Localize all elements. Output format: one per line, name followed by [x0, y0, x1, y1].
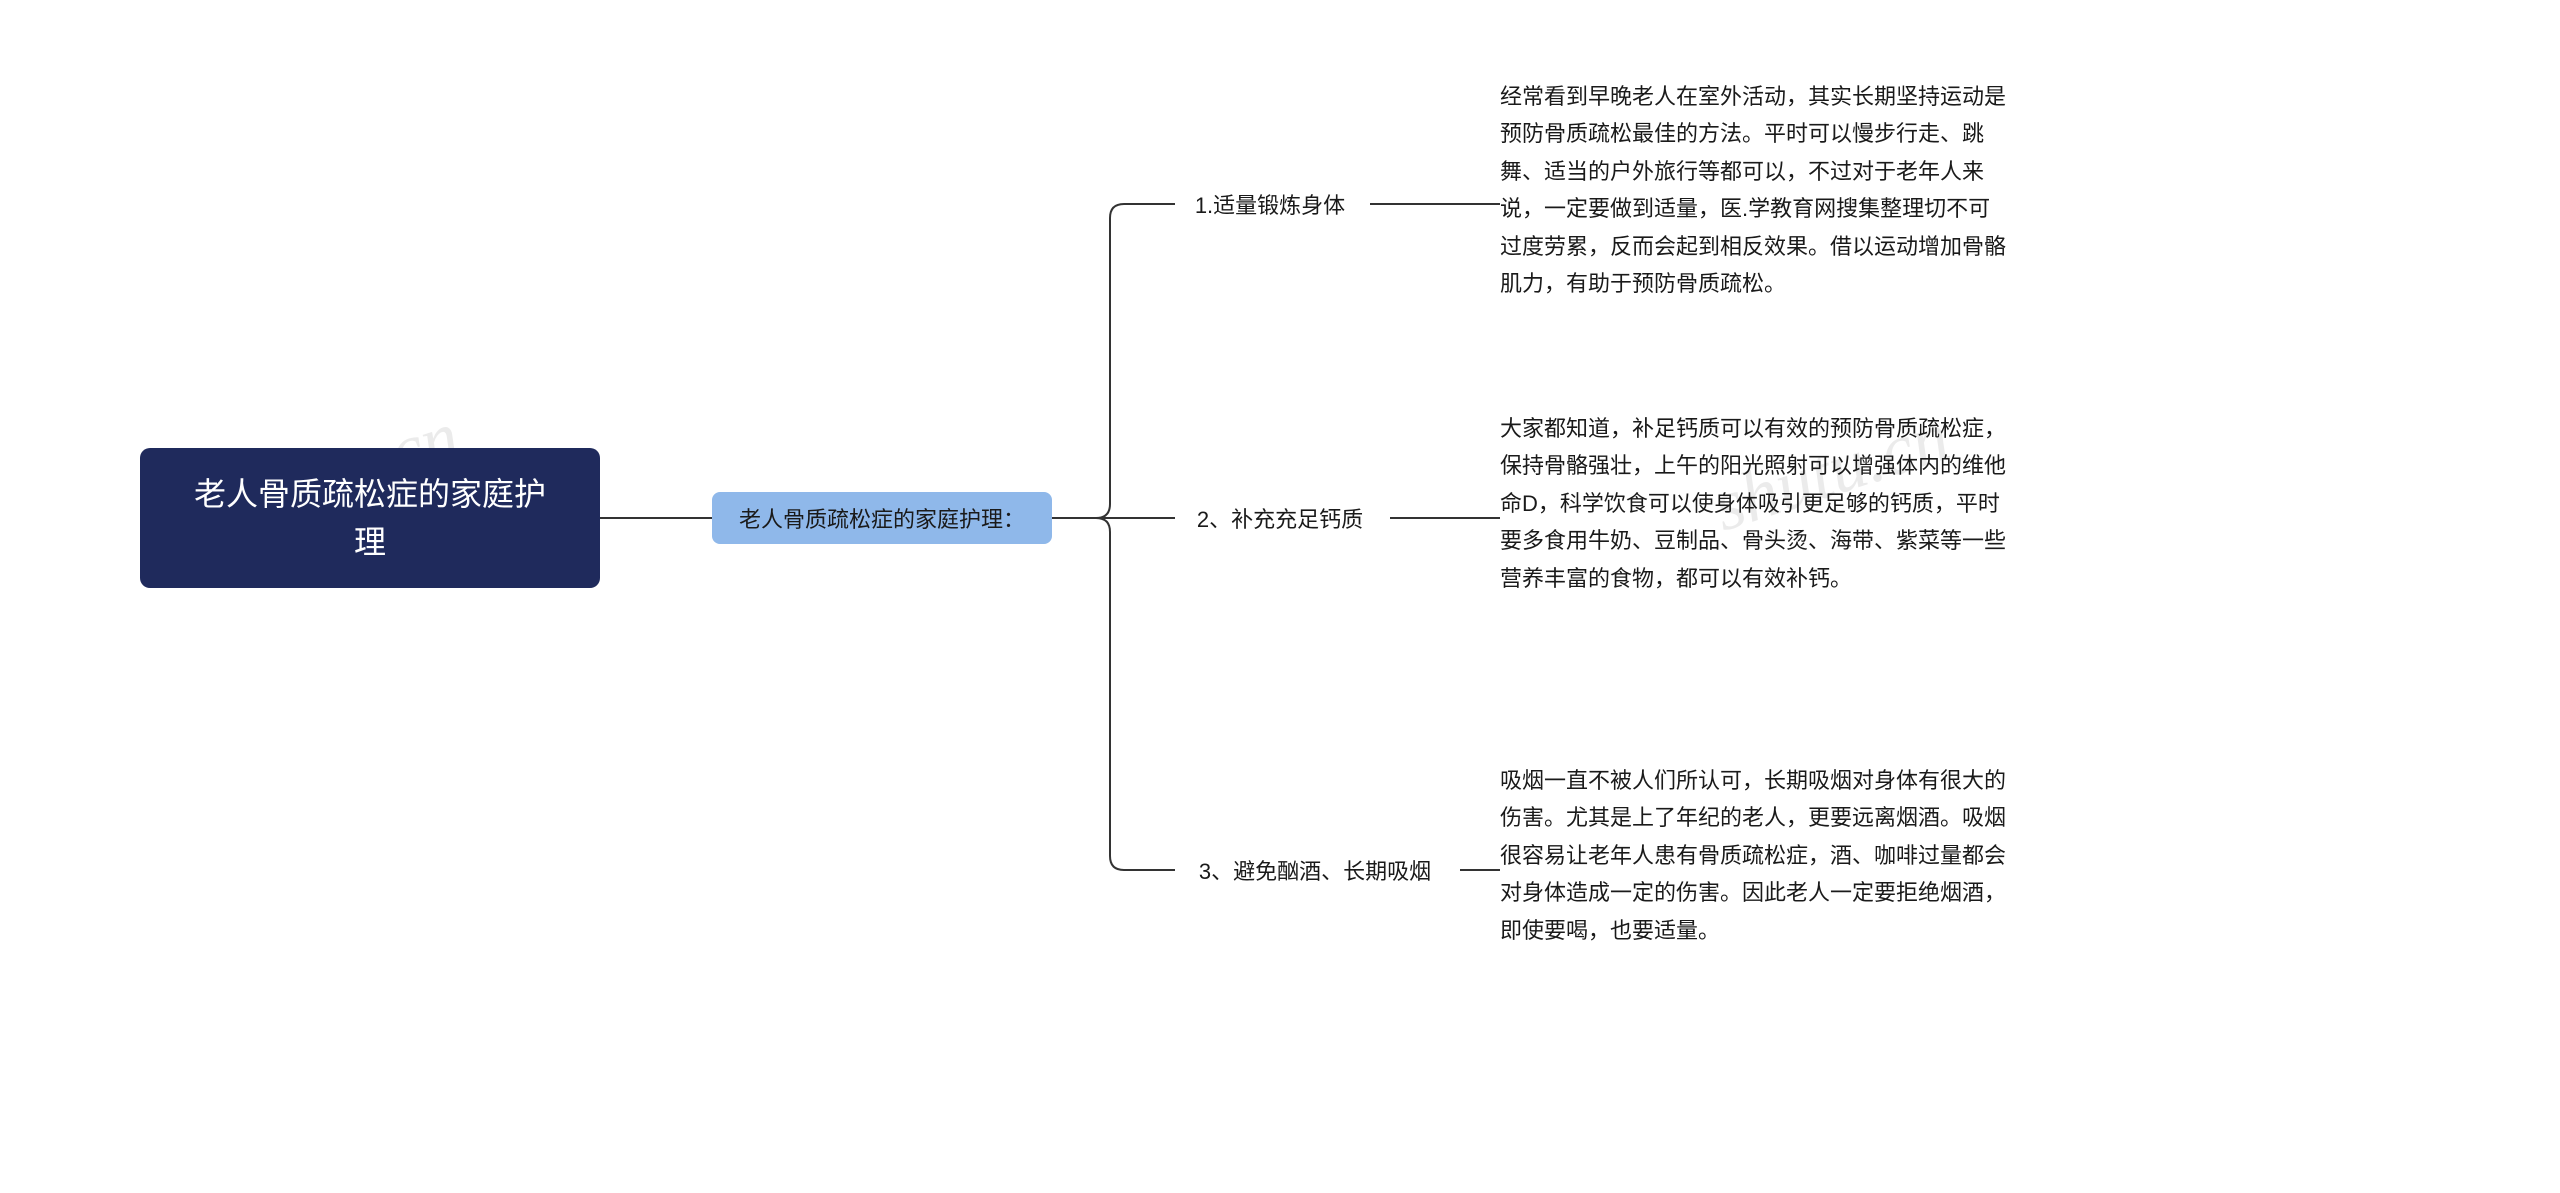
sub-node: 老人骨质疏松症的家庭护理：	[712, 492, 1052, 544]
branch-1-desc-text: 经常看到早晚老人在室外活动，其实长期坚持运动是预防骨质疏松最佳的方法。平时可以慢…	[1500, 84, 2006, 296]
branch-2-desc-text: 大家都知道，补足钙质可以有效的预防骨质疏松症，保持骨骼强壮，上午的阳光照射可以增…	[1500, 416, 2006, 591]
branch-1-label: 1.适量锻炼身体	[1175, 186, 1365, 222]
connectors-svg	[0, 0, 2560, 1193]
sub-label: 老人骨质疏松症的家庭护理：	[739, 502, 1025, 534]
branch-3-label: 3、避免酗酒、长期吸烟	[1175, 852, 1455, 888]
root-node: 老人骨质疏松症的家庭护理	[140, 448, 600, 588]
root-label: 老人骨质疏松症的家庭护理	[194, 470, 546, 566]
branch-1-desc: 经常看到早晚老人在室外活动，其实长期坚持运动是预防骨质疏松最佳的方法。平时可以慢…	[1500, 78, 2010, 302]
branch-2-label: 2、补充充足钙质	[1175, 500, 1385, 536]
branch-2-label-text: 2、补充充足钙质	[1197, 502, 1363, 534]
branch-3-label-text: 3、避免酗酒、长期吸烟	[1199, 854, 1431, 886]
branch-1-label-text: 1.适量锻炼身体	[1195, 188, 1345, 220]
branch-3-desc-text: 吸烟一直不被人们所认可，长期吸烟对身体有很大的伤害。尤其是上了年纪的老人，更要远…	[1500, 768, 2006, 943]
branch-2-desc: 大家都知道，补足钙质可以有效的预防骨质疏松症，保持骨骼强壮，上午的阳光照射可以增…	[1500, 410, 2010, 597]
branch-3-desc: 吸烟一直不被人们所认可，长期吸烟对身体有很大的伤害。尤其是上了年纪的老人，更要远…	[1500, 762, 2010, 949]
